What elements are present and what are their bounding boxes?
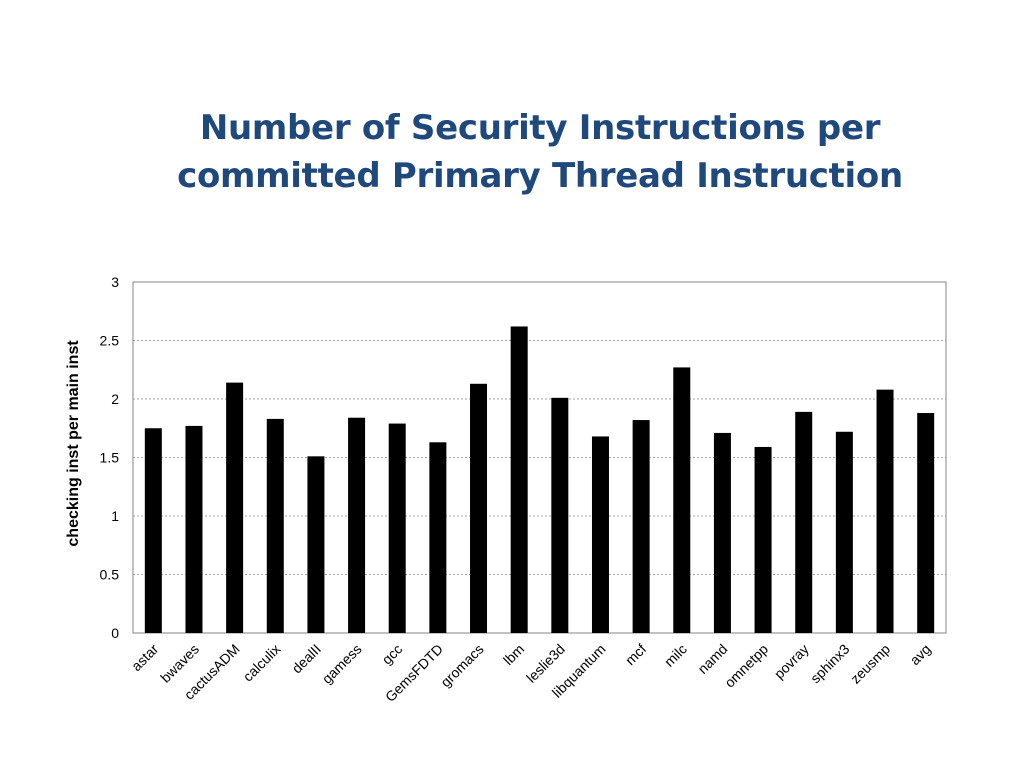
bar-zeusmp [876,389,894,633]
y-tick-label: 2 [111,391,119,407]
y-axis-title: checking inst per main inst [65,340,82,547]
bar-povray [795,411,813,633]
x-tick-label: omnetpp [721,641,771,691]
slide-title-line-1: Number of Security Instructions per [199,108,881,148]
y-tick-label: 2.5 [100,333,120,349]
bar-dealII [307,456,325,633]
bar-GemsFDTD [429,442,447,633]
x-tick-label: milc [661,641,690,670]
bar-sphinx3 [835,431,853,633]
x-tick-label: sphinx3 [807,641,853,687]
bar-mcf [632,420,650,633]
gridlines [133,340,946,575]
bar-gcc [388,423,406,633]
y-axis-ticks: 0 0.5 1 1.5 2 2.5 3 [100,274,120,641]
x-tick-label: gcc [379,641,406,668]
bar-gromacs [470,383,488,633]
x-tick-label: calculix [240,641,284,685]
y-tick-label: 1.5 [100,450,120,466]
bar-cactusADM [226,382,244,633]
plot-area-frame [132,281,947,634]
x-tick-label: gamess [319,641,365,687]
bar-lbm [510,326,528,633]
x-tick-label: lbm [500,641,527,668]
x-tick-label: gromacs [437,641,486,690]
slide-title: Number of Security Instructions per comm… [100,104,980,200]
bar-bwaves [185,425,203,633]
x-tick-label: dealII [289,641,325,677]
x-tick-label: povray [771,641,812,682]
slide-title-line-2: committed Primary Thread Instruction [177,156,903,196]
x-tick-label: zeusmp [847,641,893,687]
bar-omnetpp [754,446,772,633]
y-tick-label: 0 [111,625,119,641]
y-tick-label: 1 [111,508,119,524]
bars [144,326,935,633]
bar-milc [673,367,691,633]
bar-avg [917,413,935,633]
bar-calculix [266,418,284,633]
bar-libquantum [591,436,609,633]
bar-namd [713,432,731,633]
y-tick-label: 0.5 [100,567,120,583]
bar-gamess [348,417,366,633]
y-tick-label: 3 [111,274,119,290]
bar-astar [144,428,162,633]
x-tick-label: astar [128,641,162,675]
x-tick-label: namd [694,641,730,677]
bar-leslie3d [551,397,569,633]
x-tick-label: mcf [622,641,649,668]
x-tick-label: avg [907,641,934,668]
